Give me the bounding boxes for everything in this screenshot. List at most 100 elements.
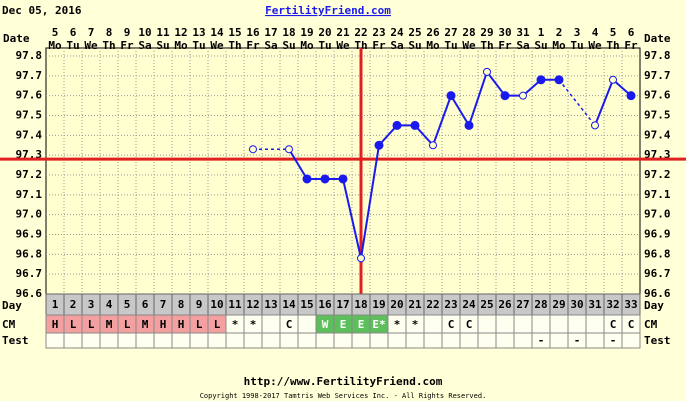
date: 10	[138, 26, 151, 39]
test-cell	[207, 332, 227, 349]
date: 22	[354, 26, 367, 39]
cm-value: C	[286, 318, 293, 331]
day-number: 9	[196, 298, 203, 311]
weekday: Tu	[318, 39, 331, 52]
weekday: We	[462, 39, 476, 52]
test-cell	[513, 332, 533, 349]
test-cell	[495, 332, 515, 349]
test-cell	[153, 332, 173, 349]
y-tick-label: 97.4	[16, 128, 43, 141]
test-cell	[369, 332, 389, 349]
y-tick-label: 97.6	[644, 89, 671, 102]
date: 12	[174, 26, 187, 39]
weekday: Mo	[48, 39, 62, 52]
temp-point	[519, 91, 527, 100]
y-tick-label: 97.1	[644, 188, 671, 201]
day-number: 3	[88, 298, 95, 311]
cm-value: L	[214, 318, 221, 331]
test-cell	[459, 332, 479, 349]
temp-point	[446, 91, 456, 101]
test-cell	[261, 332, 281, 349]
test-cell	[441, 332, 461, 349]
temp-point	[374, 140, 384, 150]
cm-cell	[495, 314, 515, 334]
test-cell	[225, 332, 245, 349]
day-number: 25	[480, 298, 493, 311]
cm-value: L	[70, 318, 77, 331]
date: 26	[426, 26, 440, 39]
weekday: Su	[534, 39, 547, 52]
row-label: Test	[2, 334, 29, 347]
cm-value: C	[448, 318, 455, 331]
test-cell	[279, 332, 299, 349]
date: 15	[228, 26, 241, 39]
cm-value: *	[232, 318, 239, 331]
day-number: 20	[390, 298, 403, 311]
day-number: 4	[106, 298, 113, 311]
y-tick-label: 96.9	[644, 228, 671, 241]
y-tick-label: 97.2	[644, 168, 671, 181]
day-number: 6	[142, 298, 149, 311]
date: 16	[246, 26, 260, 39]
cm-cell	[549, 314, 569, 334]
chart-title[interactable]: FertilityFriend.com	[265, 4, 391, 17]
date: 27	[444, 26, 457, 39]
cm-value: C	[628, 318, 635, 331]
weekday: Th	[102, 39, 115, 52]
cm-value: H	[160, 318, 167, 331]
weekday: Mo	[174, 39, 188, 52]
temp-point	[285, 145, 293, 154]
day-number: 14	[282, 298, 296, 311]
day-number: 1	[52, 298, 59, 311]
cm-value: E	[340, 318, 347, 331]
day-number: 23	[444, 298, 457, 311]
weekday: Th	[606, 39, 619, 52]
weekday: Th	[354, 39, 367, 52]
day-number: 26	[498, 298, 512, 311]
temp-point	[609, 75, 617, 84]
y-tick-label: 96.6	[16, 287, 43, 300]
date-label: Dec 05, 2016	[2, 4, 82, 17]
weekday: We	[84, 39, 98, 52]
weekday: Mo	[552, 39, 566, 52]
temp-point	[357, 254, 365, 263]
temp-point	[554, 75, 564, 85]
plot-area	[45, 47, 641, 295]
test-cell	[117, 332, 137, 349]
cm-cell	[297, 314, 317, 334]
date: 5	[52, 26, 59, 39]
weekday: Th	[480, 39, 493, 52]
weekday: Tu	[192, 39, 205, 52]
y-tick-label: 97.1	[16, 188, 43, 201]
temp-point	[500, 91, 510, 101]
day-number: 27	[516, 298, 529, 311]
weekday: Mo	[300, 39, 314, 52]
weekday: Fr	[624, 39, 638, 52]
date: 30	[498, 26, 511, 39]
temp-line	[288, 69, 559, 259]
date: 4	[592, 26, 599, 39]
temp-point	[249, 145, 257, 154]
temp-point	[429, 141, 437, 150]
date: 5	[610, 26, 617, 39]
cm-value: L	[124, 318, 131, 331]
row-label: Test	[644, 334, 671, 347]
test-cell	[549, 332, 569, 349]
test-cell	[405, 332, 425, 349]
day-number: 32	[606, 298, 619, 311]
date: 3	[574, 26, 581, 39]
y-tick-label: 97.2	[16, 168, 43, 181]
cm-value: *	[250, 318, 257, 331]
date: 18	[282, 26, 295, 39]
day-number: 12	[246, 298, 259, 311]
date: 25	[408, 26, 421, 39]
temp-point	[338, 174, 348, 184]
weekday: Su	[156, 39, 169, 52]
row-label: CM	[644, 318, 658, 331]
weekday: Su	[408, 39, 421, 52]
cm-cell	[261, 314, 281, 334]
row-label: CM	[2, 318, 16, 331]
day-number: 28	[534, 298, 547, 311]
test-cell	[63, 332, 83, 349]
day-number: 17	[336, 298, 349, 311]
